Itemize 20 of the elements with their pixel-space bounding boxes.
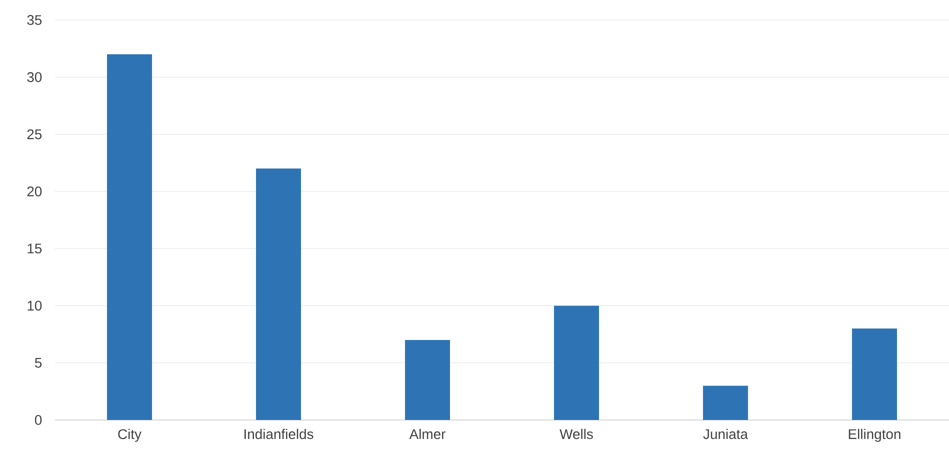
x-tick-label: City <box>118 428 142 442</box>
y-tick-label: 5 <box>34 358 42 368</box>
bar <box>405 340 450 420</box>
bar <box>703 386 748 420</box>
bar <box>554 306 600 420</box>
bar <box>852 328 898 420</box>
x-tick-label: Indianfields <box>244 428 314 440</box>
x-tick-label: Ellington <box>848 428 900 442</box>
y-tick-label: 25 <box>27 129 42 140</box>
bar <box>256 168 302 420</box>
y-tick-label: 15 <box>28 244 42 254</box>
x-tick-label: Wells <box>560 428 593 440</box>
y-tick-label: 35 <box>27 15 42 25</box>
y-tick-label: 20 <box>27 186 42 196</box>
x-tick-label: Almer <box>409 428 446 440</box>
x-tick-label: Juniata <box>703 428 748 440</box>
y-tick-label: 30 <box>27 72 42 82</box>
y-tick-label: 10 <box>28 300 42 311</box>
bar <box>107 54 152 420</box>
y-tick-label: 0 <box>34 415 42 425</box>
